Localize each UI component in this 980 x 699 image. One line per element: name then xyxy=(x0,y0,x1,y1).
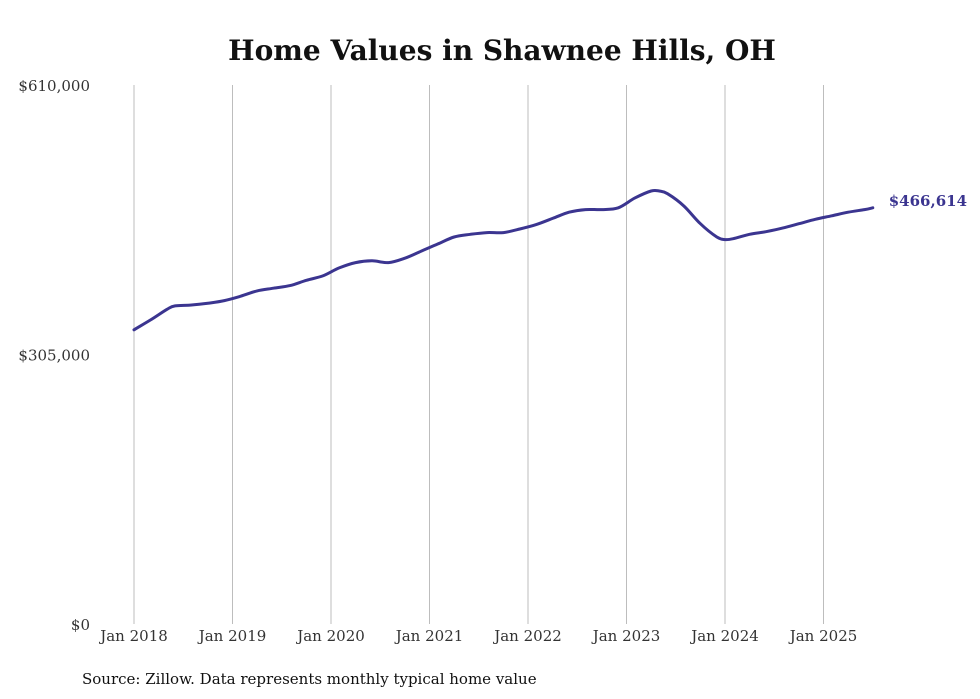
y-tick-label: $0 xyxy=(71,616,90,634)
y-tick-label: $610,000 xyxy=(18,77,90,95)
x-tick-label: Jan 2022 xyxy=(492,627,562,645)
x-tick-label: Jan 2019 xyxy=(197,627,267,645)
x-tick-label: Jan 2018 xyxy=(98,627,168,645)
x-tick-label: Jan 2020 xyxy=(295,627,365,645)
y-tick-label: $305,000 xyxy=(18,347,90,365)
chart-title: Home Values in Shawnee Hills, OH xyxy=(228,34,776,67)
latest-value-label: $466,614 xyxy=(889,192,967,210)
gridlines xyxy=(133,85,824,624)
source-note: Source: Zillow. Data represents monthly … xyxy=(82,670,537,688)
x-tick-label: Jan 2023 xyxy=(591,627,661,645)
x-tick-label: Jan 2024 xyxy=(689,627,759,645)
home-value-series-line xyxy=(132,188,875,332)
x-axis-ticks: Jan 2018 Jan 2019 Jan 2020 Jan 2021 Jan 2022… xyxy=(98,627,857,645)
x-tick-label: Jan 2021 xyxy=(394,627,464,645)
y-axis-ticks: $0 $305,000 $610,000 xyxy=(18,77,90,634)
x-tick-label: Jan 2025 xyxy=(788,627,858,645)
